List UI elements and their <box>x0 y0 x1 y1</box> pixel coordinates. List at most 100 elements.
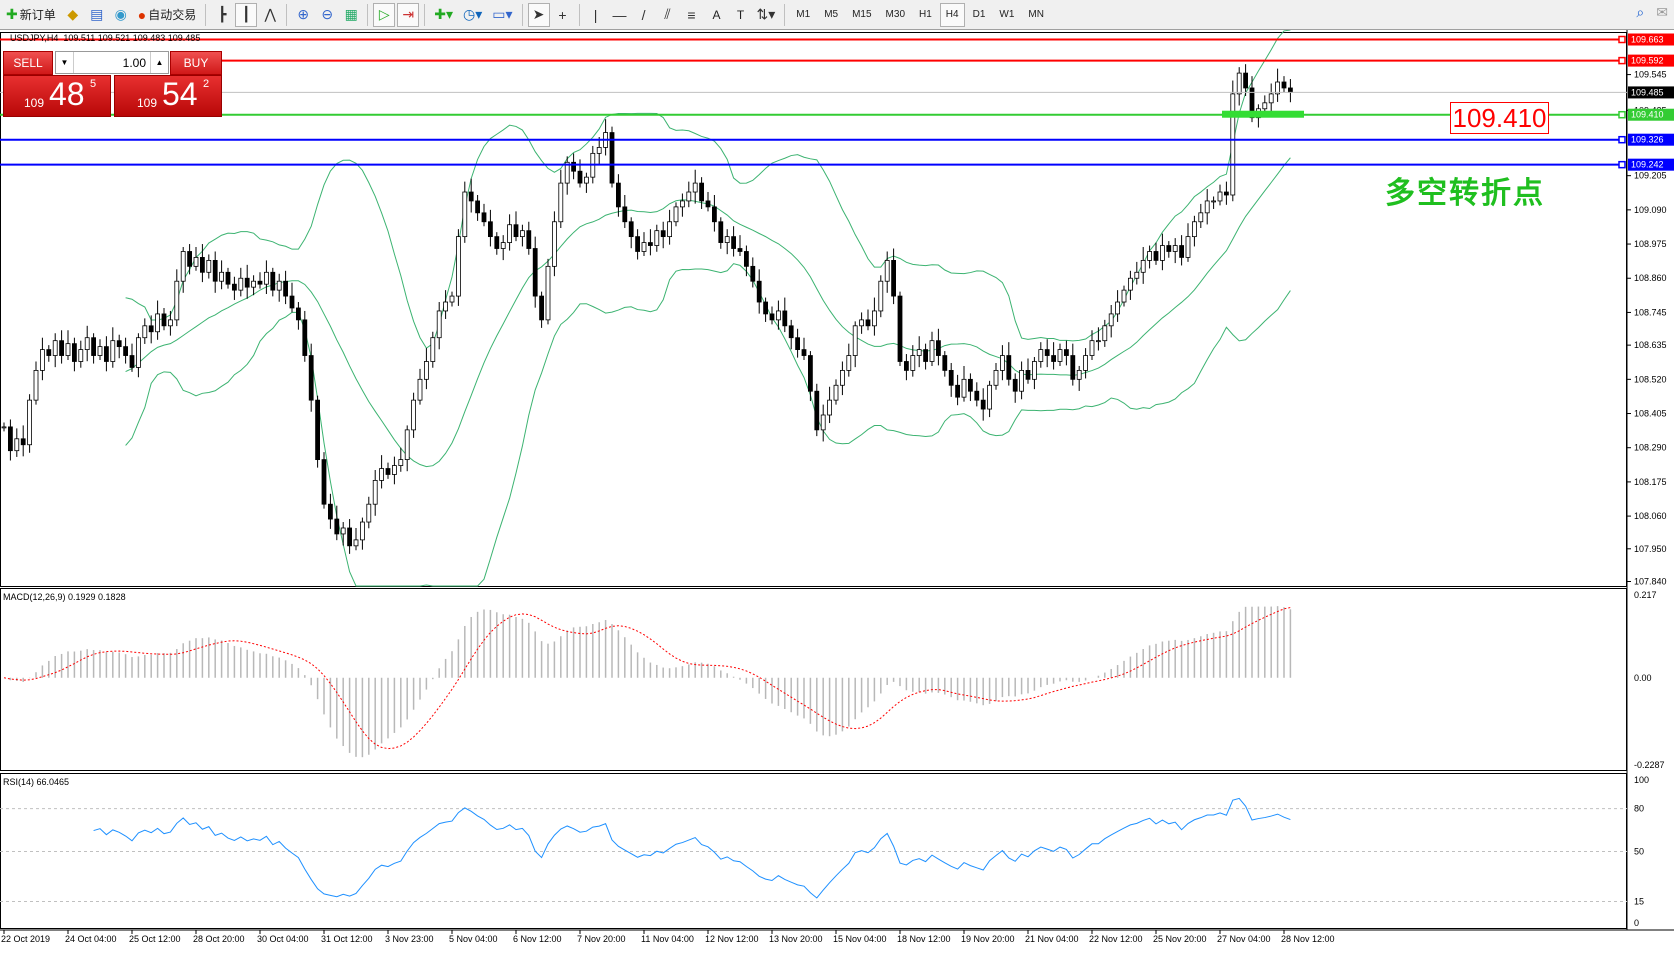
candle-bull <box>180 251 186 282</box>
candle-bear <box>1070 355 1076 380</box>
candle-bull <box>846 355 852 371</box>
candle-bear <box>1179 245 1184 258</box>
candle-bull <box>455 236 461 297</box>
buy-price-prefix: 109 <box>137 96 158 110</box>
candle-bull <box>987 384 992 410</box>
lot-input[interactable]: 1.00 <box>122 55 146 70</box>
candle-bull <box>552 221 557 267</box>
buy-button[interactable]: BUY <box>170 51 222 75</box>
sell-button[interactable]: SELL <box>3 51 53 75</box>
text-button[interactable]: A <box>705 3 727 27</box>
candle-bull <box>1140 260 1146 273</box>
timeframe-w1[interactable]: W1 <box>999 9 1015 20</box>
main-pane <box>0 32 1627 587</box>
candle-bull <box>820 414 826 431</box>
navigator-button[interactable]: ▤ <box>86 3 108 27</box>
zoom-out-button[interactable]: ⊖ <box>316 3 338 27</box>
candle-bull <box>372 480 378 505</box>
price-tag-label: 109.242 <box>1631 160 1664 170</box>
indicators-button[interactable]: ✚▾ <box>430 3 457 27</box>
candle-bear <box>72 343 77 362</box>
periods-clock-button[interactable]: ◷▾ <box>459 3 486 27</box>
candle-bear <box>756 280 762 303</box>
timeframe-d1[interactable]: D1 <box>972 9 986 20</box>
candle-bull <box>238 277 244 291</box>
candle-bear <box>750 265 756 282</box>
candle-bull <box>1032 361 1037 380</box>
candle-bear <box>891 260 896 297</box>
candle-bear <box>712 206 717 223</box>
lot-decrease-button[interactable]: ▼ <box>56 52 74 73</box>
sell-price[interactable]: 109 48 5 <box>3 75 111 117</box>
candle-bear <box>897 295 903 362</box>
crosshair-button[interactable]: + <box>552 3 574 27</box>
tile-windows-button[interactable]: ▦ <box>340 3 362 27</box>
search-icon[interactable]: ⌕ <box>1636 4 1645 20</box>
candle-bear <box>744 251 749 267</box>
fibonacci-button[interactable]: ≡ <box>681 3 703 27</box>
candle-bear <box>283 280 289 297</box>
timeframe-mn[interactable]: MN <box>1028 9 1044 20</box>
candle-bear <box>1051 355 1056 362</box>
bar-chart-button[interactable]: ┣ <box>211 3 233 27</box>
new-order-button[interactable]: ✚ 新订单 <box>2 3 60 27</box>
cursor-button[interactable]: ➤ <box>527 2 550 27</box>
candle-bull <box>878 280 884 312</box>
candle-bull <box>929 340 935 362</box>
candle-bear <box>1281 81 1287 89</box>
timeframe-m1[interactable]: M1 <box>796 9 811 20</box>
market-watch-button[interactable]: ◆ <box>62 3 84 27</box>
price-tick-label: 109.205 <box>1634 171 1667 181</box>
equidistant-channel-button[interactable]: ⫽ <box>657 3 679 27</box>
text-label-button[interactable]: T <box>729 3 751 27</box>
candle-bull <box>193 257 199 267</box>
lot-stepper[interactable]: ▼ 1.00 ▲ <box>55 51 169 74</box>
autotrading-button[interactable]: ● 自动交易 <box>134 3 200 27</box>
candle-bear <box>468 191 474 202</box>
candle-bear <box>481 212 487 223</box>
candle-bull <box>545 265 551 321</box>
timeframe-h4[interactable]: H4 <box>939 2 965 27</box>
chat-icon[interactable]: ✉ <box>1656 4 1668 20</box>
candle-bear <box>609 132 615 184</box>
price-annotation-label: 109.410 <box>1450 102 1549 134</box>
timeframe-m30[interactable]: M30 <box>885 9 905 20</box>
candle-bull <box>584 176 589 184</box>
candle-bear <box>129 355 135 368</box>
candle-bull <box>910 355 916 371</box>
autoscroll-button[interactable]: ▷ <box>373 2 396 27</box>
candle-bear <box>955 384 960 398</box>
candle-bull <box>1000 355 1005 371</box>
trendline-button[interactable]: / <box>633 3 655 27</box>
vertical-line-button[interactable]: | <box>585 3 607 27</box>
lot-increase-button[interactable]: ▲ <box>150 52 168 73</box>
timeframe-m5[interactable]: M5 <box>824 9 839 20</box>
chart-shift-button[interactable]: ⇥ <box>397 2 420 27</box>
time-label: 31 Oct 12:00 <box>321 934 373 944</box>
arrows-button[interactable]: ⇅▾ <box>753 3 780 27</box>
candle-bear <box>865 319 871 327</box>
candle-bull <box>1211 200 1216 203</box>
candle-bear <box>59 340 64 356</box>
candlestick-button[interactable]: ┃ <box>235 2 258 27</box>
candle-bear <box>347 527 353 547</box>
line-chart-button[interactable]: ⋀ <box>259 3 281 27</box>
buy-price[interactable]: 109 54 2 <box>114 75 222 117</box>
time-label: 6 Nov 12:00 <box>513 934 562 944</box>
time-label: 24 Oct 04:00 <box>65 934 117 944</box>
time-label: 22 Oct 2019 <box>1 934 50 944</box>
candle-bull <box>379 468 385 481</box>
signals-button[interactable]: ◉ <box>110 3 132 27</box>
candle-bull <box>251 280 257 288</box>
zoom-in-button[interactable]: ⊕ <box>292 3 314 27</box>
timeframe-h1[interactable]: H1 <box>919 9 932 20</box>
templates-button[interactable]: ▭▾ <box>488 3 516 27</box>
timeframe-m15[interactable]: M15 <box>852 9 872 20</box>
candle-bull <box>276 280 282 291</box>
candle-bear <box>1224 191 1229 196</box>
macd-tick-label: 0.217 <box>1634 590 1657 600</box>
candle-bear <box>974 390 980 401</box>
chart-window[interactable]: 109.545109.425109.205109.090108.975108.8… <box>0 30 1674 955</box>
candle-bear <box>46 349 52 356</box>
horizontal-line-button[interactable]: — <box>609 3 631 27</box>
